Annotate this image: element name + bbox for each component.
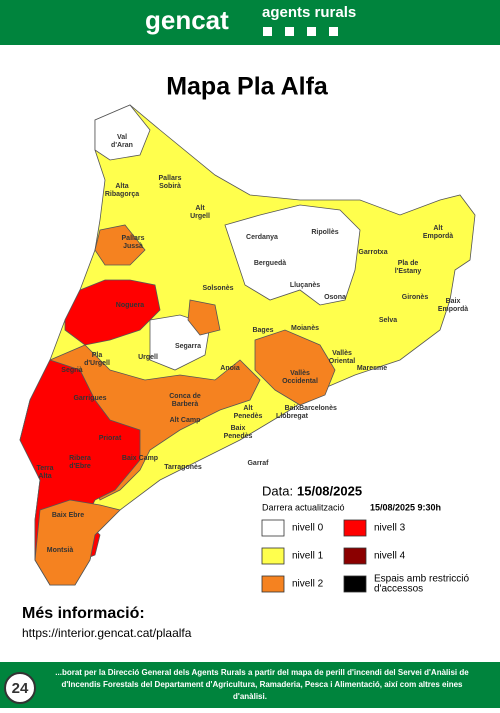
region-label: Priorat: [99, 435, 122, 442]
footer-line: ...borat per la Direcció General dels Ag…: [55, 668, 469, 677]
unit-dots: [263, 27, 338, 36]
legend: nivell 0 nivell 3 nivell 1 nivell 4 nivell 2…: [261, 519, 469, 595]
legend-swatch: [343, 575, 367, 593]
region-label: Terra: [37, 465, 54, 472]
footer-text: ...borat per la Direcció General dels Ag…: [55, 668, 469, 701]
region-label: Noguera: [116, 302, 145, 309]
header-bar: [0, 0, 500, 45]
region-label: Baix Camp: [122, 455, 158, 462]
date-label: Data:: [262, 483, 293, 498]
region-label: Ribera: [69, 455, 91, 462]
region-label: d'Urgell: [84, 360, 110, 367]
legend-swatch: [343, 519, 367, 537]
legend-swatch: [261, 575, 285, 593]
legend-swatch: [261, 519, 285, 537]
region-label: Baix: [446, 298, 461, 305]
region-label: Solsonès: [202, 285, 233, 292]
region-label: Empordà: [423, 233, 453, 240]
region-label: Empordà: [438, 306, 468, 313]
update-label: Darrera actualització: [262, 502, 345, 512]
legend-label: nivell 1: [292, 551, 324, 562]
region-label: d'Ebre: [69, 463, 91, 470]
region-label: Baix: [231, 425, 246, 432]
region-label: Penedès: [224, 433, 253, 440]
date-value: 15/08/2025: [297, 483, 362, 498]
badge-text: 24: [12, 680, 29, 697]
region-label: Alt Camp: [170, 417, 201, 424]
badge: [4, 672, 36, 704]
title: Mapa Pla Alfa: [166, 73, 329, 101]
footer-line: d'anàlisi.: [233, 692, 267, 701]
region-label: Moianès: [291, 325, 319, 332]
legend-label: nivell 4: [374, 551, 406, 562]
legend-label: Espais amb restricció: [374, 574, 469, 585]
footer-bar: [0, 662, 500, 708]
legend-label: nivell 2: [292, 579, 324, 590]
region-label: Baix Ebre: [52, 512, 84, 519]
region-label: Val: [117, 134, 127, 141]
region-label: Baix: [285, 405, 300, 412]
region-label: Gironès: [402, 294, 429, 301]
region-labels: Vald'AranAltaRibagorçaPallarsSobiràPalla…: [37, 134, 469, 554]
region-label: Alt: [195, 205, 205, 212]
footer-line: d'Incendis Forestals del Departament d'A…: [62, 680, 464, 689]
region-label: Garrotxa: [358, 249, 387, 256]
unit: agents rurals: [262, 4, 356, 21]
legend-label: d'accessos: [374, 584, 423, 595]
region-label: Garrigues: [73, 395, 106, 402]
region-label: Garraf: [247, 460, 269, 467]
region-label: Jussà: [123, 243, 143, 250]
region-label: Segarra: [175, 343, 201, 350]
region-label: Cerdanya: [246, 234, 278, 241]
map: [19, 104, 476, 586]
region-label: Sobirà: [159, 183, 181, 190]
region-label: Pallars: [122, 235, 145, 242]
region-label: Pallars: [159, 175, 182, 182]
region-label: Llobregat: [276, 413, 309, 420]
more-info-heading: Més informació:: [22, 605, 145, 622]
legend-swatch: [261, 547, 285, 565]
region-label: Urgell: [190, 213, 210, 220]
region-label: Anoia: [220, 365, 240, 372]
region-label: Osona: [324, 294, 346, 301]
region-label: Conca de: [169, 393, 201, 400]
region-label: Alt: [433, 225, 443, 232]
region-label: Lluçanès: [290, 282, 320, 289]
region-label: l'Estany: [395, 268, 422, 275]
region-label: Alta: [115, 183, 128, 190]
region-label: Vallès: [332, 350, 352, 357]
region-label: Ripollès: [311, 229, 338, 236]
region-label: Alt: [243, 405, 253, 412]
region-label: Montsià: [47, 547, 74, 554]
region-label: Vallès: [290, 370, 310, 377]
update-value: 15/08/2025 9:30h: [370, 502, 441, 512]
region-label: Pla: [92, 352, 103, 359]
region-label: Barcelonès: [299, 405, 337, 412]
more-info-url[interactable]: https://interior.gencat.cat/plaalfa: [22, 626, 192, 640]
region-label: Occidental: [282, 378, 318, 385]
region-label: Alta: [38, 473, 51, 480]
region-label: Urgell: [138, 354, 158, 361]
region-label: Pla de: [398, 260, 419, 267]
region-label: Berguedà: [254, 260, 286, 267]
region-label: Selva: [379, 317, 397, 324]
legend-label: nivell 0: [292, 523, 324, 534]
region-label: Oriental: [329, 358, 356, 365]
region-label: Ribagorça: [105, 191, 139, 198]
region-label: Penedès: [234, 413, 263, 420]
region-label: Bages: [252, 327, 273, 334]
region-label: Maresme: [357, 365, 387, 372]
region-label: d'Aran: [111, 142, 133, 149]
legend-label: nivell 3: [374, 523, 406, 534]
region-label: Barberà: [172, 401, 199, 408]
region-label: Tarragonès: [164, 464, 202, 471]
legend-swatch: [343, 547, 367, 565]
region-label: Segrià: [61, 367, 83, 374]
logo: gencat: [145, 5, 229, 35]
